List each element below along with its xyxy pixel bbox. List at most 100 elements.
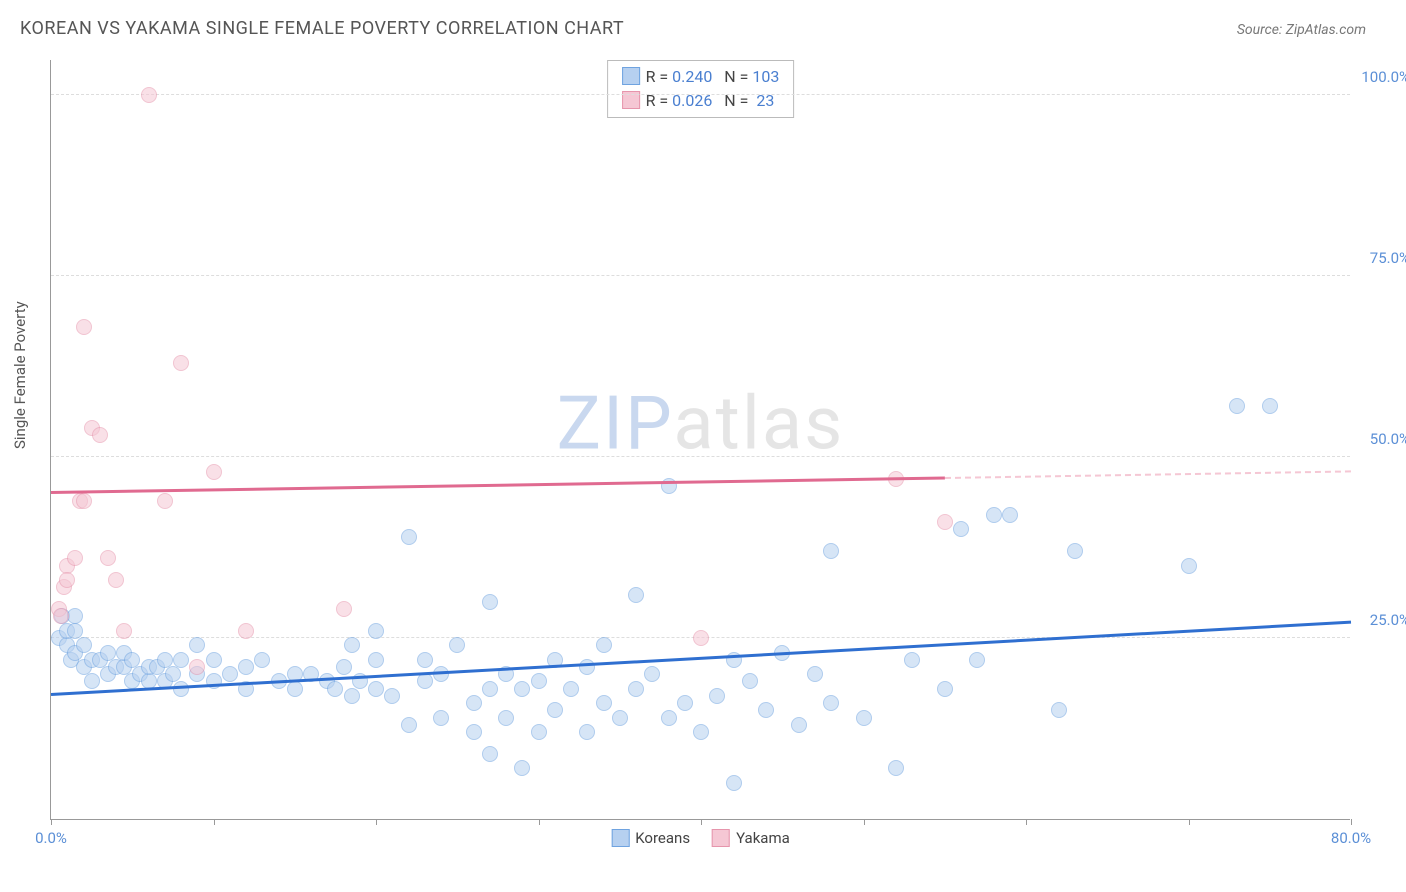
data-point bbox=[368, 652, 384, 668]
data-point bbox=[823, 543, 839, 559]
data-point bbox=[206, 673, 222, 689]
data-point bbox=[644, 666, 660, 682]
x-tick bbox=[701, 819, 702, 825]
y-tick-label: 25.0% bbox=[1355, 611, 1406, 629]
data-point bbox=[165, 666, 181, 682]
data-point bbox=[482, 594, 498, 610]
gridline bbox=[51, 94, 1350, 95]
data-point bbox=[401, 529, 417, 545]
data-point bbox=[76, 637, 92, 653]
legend-row: R = 0.240 N = 103 bbox=[622, 65, 780, 89]
trend-line bbox=[51, 476, 945, 493]
data-point bbox=[189, 659, 205, 675]
x-tick bbox=[214, 819, 215, 825]
data-point bbox=[1051, 702, 1067, 718]
trend-line-extrapolated bbox=[945, 470, 1351, 479]
data-point bbox=[579, 659, 595, 675]
data-point bbox=[384, 688, 400, 704]
data-point bbox=[76, 493, 92, 509]
data-point bbox=[344, 688, 360, 704]
data-point bbox=[823, 695, 839, 711]
source-label: Source: ZipAtlas.com bbox=[1237, 22, 1366, 38]
data-point bbox=[482, 746, 498, 762]
data-point bbox=[124, 652, 140, 668]
data-point bbox=[449, 637, 465, 653]
data-point bbox=[953, 521, 969, 537]
x-tick bbox=[864, 819, 865, 825]
data-point bbox=[206, 652, 222, 668]
data-point bbox=[888, 760, 904, 776]
data-point bbox=[628, 587, 644, 603]
data-point bbox=[116, 623, 132, 639]
chart-title: KOREAN VS YAKAMA SINGLE FEMALE POVERTY C… bbox=[20, 18, 624, 39]
data-point bbox=[563, 681, 579, 697]
data-point bbox=[287, 681, 303, 697]
data-point bbox=[514, 760, 530, 776]
data-point bbox=[709, 688, 725, 704]
data-point bbox=[344, 637, 360, 653]
data-point bbox=[579, 724, 595, 740]
data-point bbox=[67, 623, 83, 639]
data-point bbox=[157, 652, 173, 668]
data-point bbox=[368, 681, 384, 697]
series-legend: Koreans Yakama bbox=[611, 829, 790, 847]
data-point bbox=[84, 673, 100, 689]
data-point bbox=[1067, 543, 1083, 559]
data-point bbox=[986, 507, 1002, 523]
data-point bbox=[791, 717, 807, 733]
data-point bbox=[189, 637, 205, 653]
x-tick-label: 80.0% bbox=[1331, 829, 1371, 847]
x-tick bbox=[539, 819, 540, 825]
legend-item: Koreans bbox=[611, 829, 690, 847]
data-point bbox=[238, 659, 254, 675]
data-point bbox=[100, 645, 116, 661]
data-point bbox=[758, 702, 774, 718]
scatter-plot: ZIPatlas R = 0.240 N = 103R = 0.026 N = … bbox=[50, 60, 1350, 820]
data-point bbox=[108, 572, 124, 588]
data-point bbox=[67, 608, 83, 624]
data-point bbox=[141, 87, 157, 103]
data-point bbox=[336, 601, 352, 617]
legend-row: R = 0.026 N = 23 bbox=[622, 89, 780, 113]
data-point bbox=[531, 673, 547, 689]
data-point bbox=[969, 652, 985, 668]
data-point bbox=[173, 652, 189, 668]
data-point bbox=[807, 666, 823, 682]
data-point bbox=[677, 695, 693, 711]
y-tick-label: 75.0% bbox=[1355, 249, 1406, 267]
data-point bbox=[157, 493, 173, 509]
data-point bbox=[173, 681, 189, 697]
data-point bbox=[937, 681, 953, 697]
data-point bbox=[482, 681, 498, 697]
data-point bbox=[693, 630, 709, 646]
data-point bbox=[742, 673, 758, 689]
data-point bbox=[466, 695, 482, 711]
data-point bbox=[336, 659, 352, 675]
gridline bbox=[51, 275, 1350, 276]
data-point bbox=[59, 572, 75, 588]
data-point bbox=[76, 319, 92, 335]
data-point bbox=[904, 652, 920, 668]
y-axis-label: Single Female Poverty bbox=[11, 301, 29, 449]
x-tick bbox=[1351, 819, 1352, 825]
data-point bbox=[1262, 398, 1278, 414]
y-tick-label: 100.0% bbox=[1355, 68, 1406, 86]
data-point bbox=[53, 608, 69, 624]
data-point bbox=[417, 673, 433, 689]
data-point bbox=[547, 702, 563, 718]
data-point bbox=[206, 464, 222, 480]
data-point bbox=[628, 681, 644, 697]
data-point bbox=[693, 724, 709, 740]
data-point bbox=[612, 710, 628, 726]
legend-item: Yakama bbox=[712, 829, 790, 847]
data-point bbox=[254, 652, 270, 668]
watermark: ZIPatlas bbox=[557, 381, 845, 468]
data-point bbox=[514, 681, 530, 697]
data-point bbox=[327, 681, 343, 697]
x-tick bbox=[1026, 819, 1027, 825]
data-point bbox=[401, 717, 417, 733]
data-point bbox=[1181, 558, 1197, 574]
x-tick bbox=[51, 819, 52, 825]
data-point bbox=[661, 710, 677, 726]
correlation-legend: R = 0.240 N = 103R = 0.026 N = 23 bbox=[607, 60, 795, 118]
